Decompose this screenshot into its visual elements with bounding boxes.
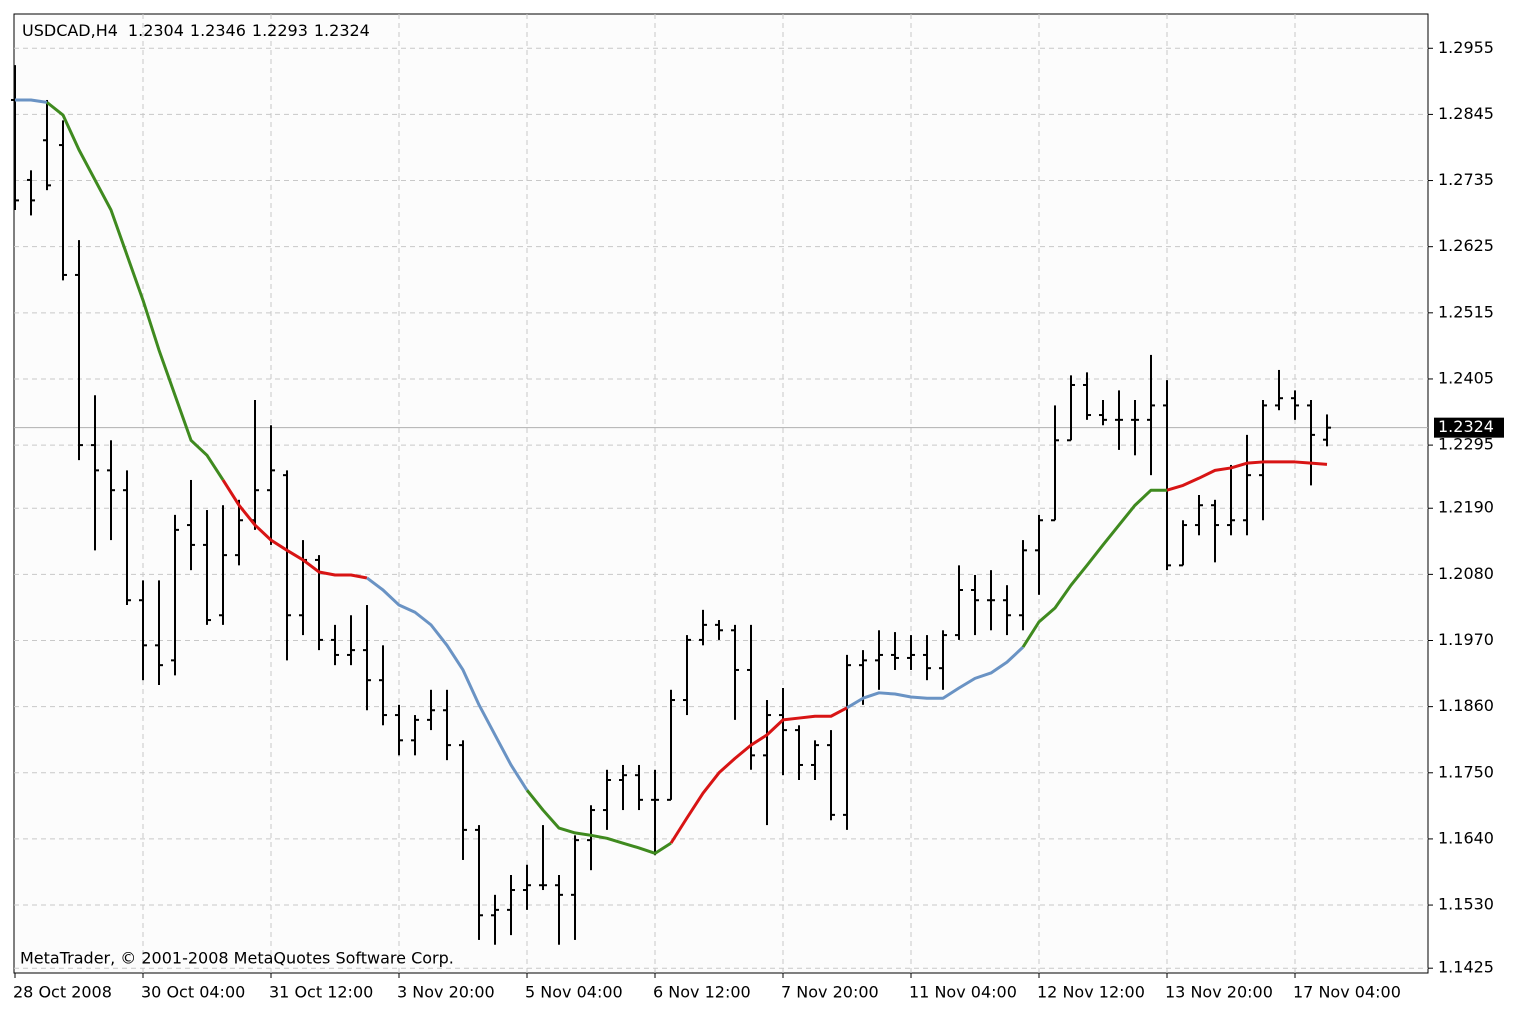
price-label: 1.2324 xyxy=(1438,417,1494,436)
y-tick-label: 1.2515 xyxy=(1438,302,1494,321)
symbol: USDCAD,H4 xyxy=(22,21,118,40)
x-tick-label: 13 Nov 20:00 xyxy=(1165,983,1273,1002)
moving-average xyxy=(1166,460,1328,492)
y-tick-label: 1.1970 xyxy=(1438,630,1494,649)
copyright: MetaTrader, © 2001-2008 MetaQuotes Softw… xyxy=(20,949,454,968)
plot-area xyxy=(13,13,1429,974)
x-tick-label: 12 Nov 12:00 xyxy=(1037,983,1145,1002)
y-tick-label: 1.2955 xyxy=(1438,38,1494,57)
x-tick-label: 31 Oct 12:00 xyxy=(269,983,373,1002)
moving-average xyxy=(1021,488,1167,648)
y-tick-label: 1.2405 xyxy=(1438,368,1494,387)
y-tick-label: 1.2625 xyxy=(1438,236,1494,255)
moving-average xyxy=(46,101,225,481)
moving-average xyxy=(15,98,48,104)
x-tick-label: 11 Nov 04:00 xyxy=(909,983,1017,1002)
last-low: 1.2293 xyxy=(252,21,308,40)
y-tick-label: 1.1750 xyxy=(1438,762,1494,781)
y-tick-label: 1.2845 xyxy=(1438,104,1494,123)
last-close: 1.2324 xyxy=(314,21,370,40)
x-tick-label: 6 Nov 12:00 xyxy=(653,983,751,1002)
y-tick-label: 1.2190 xyxy=(1438,498,1494,517)
y-tick-label: 1.1530 xyxy=(1438,895,1494,914)
x-tick-label: 28 Oct 2008 xyxy=(13,983,112,1002)
marks xyxy=(11,65,1331,945)
moving-average xyxy=(366,576,529,792)
moving-average xyxy=(846,646,1025,710)
moving-average xyxy=(669,706,848,844)
y-tick-label: 1.2080 xyxy=(1438,564,1494,583)
x-tick-label: 17 Nov 04:00 xyxy=(1293,983,1401,1002)
x-tick-label: 30 Oct 04:00 xyxy=(141,983,245,1002)
last-high: 1.2346 xyxy=(190,21,246,40)
x-tick-label: 5 Nov 04:00 xyxy=(525,983,623,1002)
y-tick-label: 1.1425 xyxy=(1438,958,1494,977)
moving-average xyxy=(221,479,368,580)
y-tick-label: 1.2295 xyxy=(1438,435,1494,454)
x-tick-label: 3 Nov 20:00 xyxy=(397,983,495,1002)
chart-title: USDCAD,H4 1.2304 1.2346 1.2293 1.2324 xyxy=(22,21,370,40)
moving-average xyxy=(525,789,672,855)
y-tick-label: 1.2735 xyxy=(1438,170,1494,189)
y-tick-label: 1.1860 xyxy=(1438,696,1494,715)
price-label-box xyxy=(1434,417,1504,438)
last-open: 1.2304 xyxy=(128,21,184,40)
y-tick-label: 1.1640 xyxy=(1438,828,1494,847)
x-tick-label: 7 Nov 20:00 xyxy=(781,983,879,1002)
